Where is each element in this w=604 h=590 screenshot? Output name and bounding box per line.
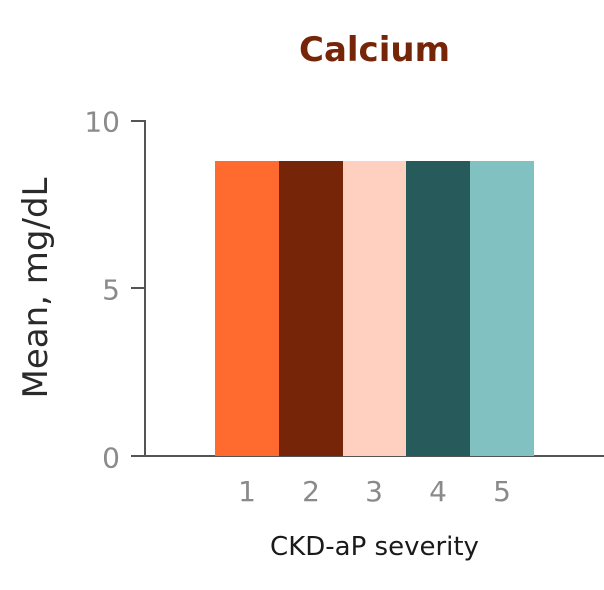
bar-3 xyxy=(342,161,407,456)
y-axis-line xyxy=(144,120,146,457)
x-tick-1: 1 xyxy=(238,475,256,508)
x-tick-3: 3 xyxy=(365,475,383,508)
y-tick-10-mark xyxy=(131,120,145,122)
y-tick-0: 0 xyxy=(102,441,120,475)
bar-2 xyxy=(278,161,344,456)
chart-title: Calcium xyxy=(299,30,450,70)
y-axis-label: Mean, mg/dL xyxy=(16,177,56,399)
x-axis-line xyxy=(131,455,604,457)
x-axis-label: CKD-aP severity xyxy=(270,532,479,562)
y-tick-5: 5 xyxy=(102,273,120,307)
x-tick-5: 5 xyxy=(493,475,511,508)
bar-1 xyxy=(215,161,280,456)
bar-5 xyxy=(470,161,535,456)
y-tick-5-mark xyxy=(131,287,145,289)
y-tick-10: 10 xyxy=(84,105,120,139)
bar-4 xyxy=(406,161,471,456)
x-tick-2: 2 xyxy=(302,475,320,508)
x-tick-4: 4 xyxy=(429,475,447,508)
